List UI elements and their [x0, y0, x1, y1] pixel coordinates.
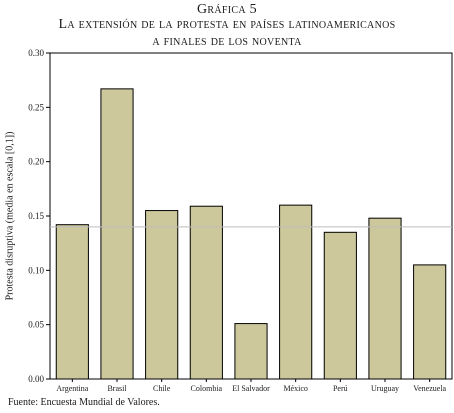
chart-title-line-3: a finales de los noventa — [152, 34, 302, 49]
y-tick-label: 0.00 — [28, 374, 44, 384]
bar-perú — [323, 231, 357, 380]
y-tick-label: 0.05 — [28, 320, 44, 330]
x-tick-label: Perú — [333, 384, 348, 393]
bar-el-salvador — [234, 323, 268, 380]
y-tick-label: 0.10 — [28, 265, 44, 275]
source-note: Fuente: Encuesta Mundial de Valores. — [8, 397, 160, 408]
x-tick-label: El Salvador — [232, 384, 270, 393]
x-tick-label: Argentina — [56, 384, 88, 393]
x-tick-label: Venezuela — [413, 384, 446, 393]
bar-chile — [145, 210, 179, 380]
y-axis-label: Protesta disruptiva (media en escala [0,… — [4, 132, 15, 301]
bar-brasil — [100, 88, 134, 380]
x-tick-label: México — [283, 384, 307, 393]
bar-venezuela — [413, 264, 447, 380]
x-tick-label: Chile — [153, 384, 171, 393]
bar-méxico — [279, 204, 313, 380]
y-tick-label: 0.20 — [28, 157, 44, 167]
y-tick-label: 0.15 — [28, 211, 44, 221]
y-tick-label: 0.25 — [28, 102, 44, 112]
x-tick-label: Brasil — [107, 384, 127, 393]
chart-title-line-1: Gráfica 5 — [197, 2, 257, 17]
bar-argentina — [55, 224, 89, 380]
x-tick-label: Colombia — [191, 384, 223, 393]
x-tick-label: Uruguay — [371, 384, 399, 393]
bar-colombia — [189, 205, 223, 380]
y-tick-label: 0.30 — [28, 48, 44, 58]
chart-title-line-2: La extensión de la protesta en países la… — [58, 17, 396, 32]
bar-uruguay — [368, 217, 402, 380]
